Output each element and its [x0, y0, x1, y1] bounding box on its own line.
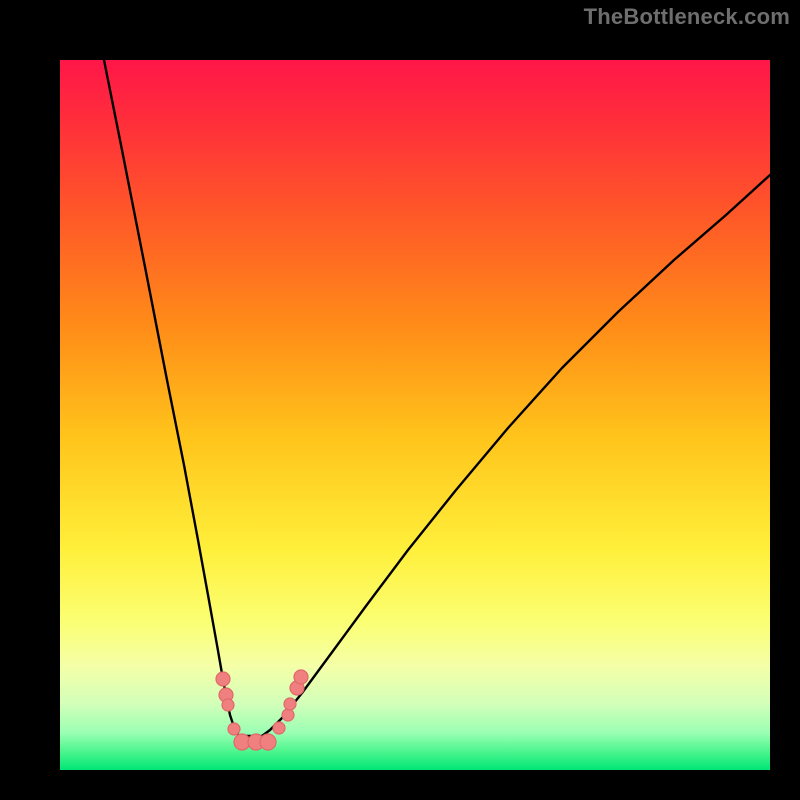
curve-marker [273, 722, 285, 734]
curve-marker [228, 723, 240, 735]
curve-marker [294, 670, 308, 684]
chart-canvas [0, 0, 800, 800]
curve-marker [260, 734, 276, 750]
curve-marker [282, 709, 294, 721]
watermark-text: TheBottleneck.com [584, 4, 790, 30]
outer-frame: TheBottleneck.com [0, 0, 800, 800]
gradient-background [30, 30, 770, 770]
curve-marker [216, 672, 230, 686]
curve-marker [222, 699, 234, 711]
curve-marker [284, 698, 296, 710]
